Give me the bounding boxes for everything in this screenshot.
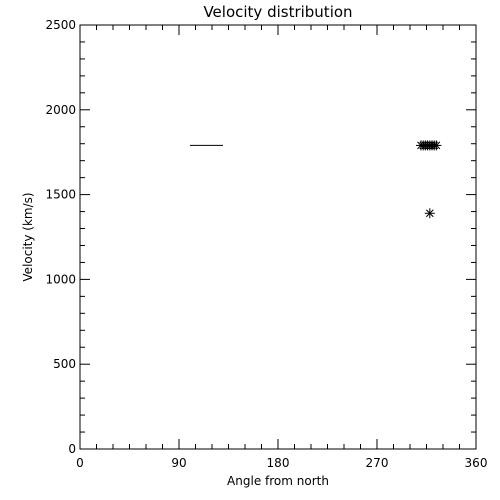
data-point (424, 208, 435, 219)
x-tick-label: 0 (76, 456, 84, 470)
y-tick-label: 0 (68, 442, 76, 456)
y-tick-label: 500 (53, 357, 76, 371)
data-marks (190, 140, 442, 219)
y-tick-label: 2500 (45, 18, 76, 32)
y-axis-label: Velocity (km/s) (21, 192, 35, 281)
x-tick-label: 270 (366, 456, 389, 470)
x-tick-label: 180 (267, 456, 290, 470)
chart-title: Velocity distribution (203, 3, 352, 21)
x-tick-label: 360 (465, 456, 488, 470)
y-tick-label: 1500 (45, 188, 76, 202)
tick-labels: 0 90 180 270 360 0 500 1000 1500 2000 2500 (45, 18, 487, 470)
y-tick-label: 2000 (45, 103, 76, 117)
x-axis-label: Angle from north (227, 474, 329, 488)
axis-ticks (79, 24, 477, 450)
y-tick-label: 1000 (45, 272, 76, 286)
data-point (431, 140, 442, 151)
x-tick-label: 90 (171, 456, 186, 470)
plot-frame (79, 24, 477, 450)
